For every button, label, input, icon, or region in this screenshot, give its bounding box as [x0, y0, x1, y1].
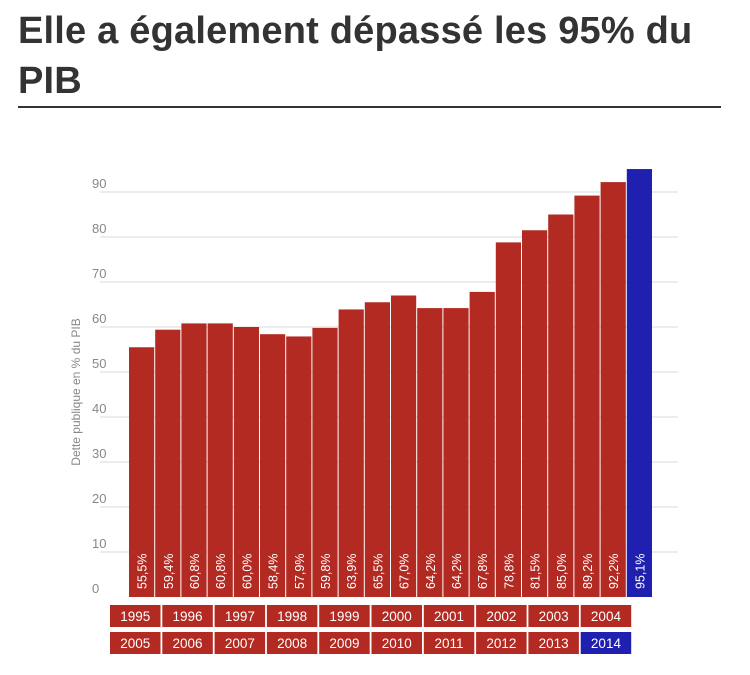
year-legend-label: 1999: [329, 609, 359, 624]
year-legend-cell-2007: [214, 632, 266, 654]
bar-2012: [574, 195, 600, 597]
bar-2000: [260, 334, 286, 597]
year-legend-cell-2011: [423, 632, 475, 654]
year-legend-cell-1995: [110, 605, 161, 627]
bar-2001: [286, 336, 312, 597]
bar-value-label: 65,5%: [371, 554, 385, 589]
year-legend-label: 2009: [329, 636, 359, 651]
bar-1997: [181, 323, 207, 597]
y-tick-label: 40: [92, 401, 106, 416]
bar-value-label: 95,1%: [633, 554, 647, 589]
year-legend-cell-2006: [162, 632, 213, 654]
bar-2007: [443, 308, 469, 597]
year-legend-cell-2013: [528, 632, 579, 654]
year-legend-label: 2003: [539, 609, 569, 624]
year-legend-cell-2005: [110, 632, 161, 654]
bar-value-label: 92,2%: [607, 554, 621, 589]
year-legend-cell-2000: [371, 605, 422, 627]
year-legend-cell-2009: [319, 632, 370, 654]
year-legend-label: 2005: [120, 636, 150, 651]
page-title: Elle a également dépassé les 95% du PIB: [18, 10, 693, 102]
y-tick-label: 90: [92, 176, 106, 191]
bar-value-label: 59,8%: [319, 554, 333, 589]
y-axis-label: Dette publique en % du PIB: [69, 318, 83, 465]
bar-value-label: 64,2%: [424, 554, 438, 589]
year-legend-label: 2007: [225, 636, 255, 651]
bar-2014: [626, 169, 652, 598]
year-legend-label: 2008: [277, 636, 307, 651]
bar-2011: [548, 214, 574, 597]
year-legend-label: 1996: [173, 609, 203, 624]
year-legend-cell-2004: [580, 605, 632, 627]
bar-value-label: 58,4%: [267, 554, 281, 589]
year-legend-cell-2002: [476, 605, 527, 627]
bar-value-label: 78,8%: [502, 554, 516, 589]
bar-1998: [207, 323, 233, 597]
bar-value-label: 59,4%: [162, 554, 176, 589]
title-divider: [18, 106, 721, 108]
y-tick-label: 80: [92, 221, 106, 236]
year-legend-label: 2012: [486, 636, 516, 651]
year-legend-cell-1999: [319, 605, 370, 627]
bar-2008: [469, 291, 495, 597]
year-legend-label: 2006: [173, 636, 203, 651]
year-legend-cell-1996: [162, 605, 213, 627]
bar-2003: [338, 309, 364, 597]
bar-2005: [391, 295, 417, 597]
year-legend-cell-2014: [580, 632, 632, 654]
year-legend-label: 2011: [435, 636, 464, 651]
bar-value-label: 63,9%: [345, 554, 359, 589]
year-legend-label: 1998: [277, 609, 307, 624]
y-tick-label: 30: [92, 446, 106, 461]
bar-2006: [417, 308, 443, 597]
y-tick-label: 10: [92, 536, 106, 551]
y-tick-label: 60: [92, 311, 106, 326]
year-legend-cell-2001: [423, 605, 475, 627]
bar-value-label: 60,0%: [240, 554, 254, 589]
bar-1995: [129, 347, 155, 597]
bar-value-label: 67,0%: [398, 554, 412, 589]
bar-1999: [233, 327, 259, 597]
y-tick-label: 20: [92, 491, 106, 506]
year-legend-label: 2014: [591, 636, 622, 651]
bar-2004: [364, 302, 390, 597]
year-legend-label: 2001: [434, 609, 464, 624]
year-legend-label: 2004: [591, 609, 622, 624]
bar-value-label: 67,8%: [476, 554, 490, 589]
year-legend-label: 2013: [539, 636, 569, 651]
bar-value-label: 57,9%: [293, 554, 307, 589]
bar-value-label: 60,8%: [214, 554, 228, 589]
bar-value-label: 64,2%: [450, 554, 464, 589]
year-legend-cell-2003: [528, 605, 579, 627]
bar-value-label: 55,5%: [136, 554, 150, 589]
bar-value-label: 85,0%: [555, 554, 569, 589]
y-tick-label: 0: [92, 581, 99, 596]
year-legend-label: 2002: [486, 609, 516, 624]
year-legend-label: 1997: [225, 609, 255, 624]
year-legend-cell-2008: [266, 632, 318, 654]
year-legend-cell-2012: [476, 632, 527, 654]
bar-2009: [495, 242, 521, 597]
year-legend-label: 2000: [382, 609, 412, 624]
year-legend-cell-1997: [214, 605, 266, 627]
bar-2010: [522, 230, 548, 597]
year-legend-label: 2010: [382, 636, 412, 651]
year-legend-cell-1998: [266, 605, 318, 627]
year-legend-label: 1995: [120, 609, 150, 624]
bar-value-label: 89,2%: [581, 554, 595, 589]
bar-1996: [155, 329, 181, 597]
bar-2002: [312, 327, 338, 597]
year-legend-cell-2010: [371, 632, 422, 654]
bar-value-label: 81,5%: [529, 554, 543, 589]
y-tick-label: 70: [92, 266, 106, 281]
y-tick-label: 50: [92, 356, 106, 371]
bar-2013: [600, 182, 626, 597]
bar-value-label: 60,8%: [188, 554, 202, 589]
